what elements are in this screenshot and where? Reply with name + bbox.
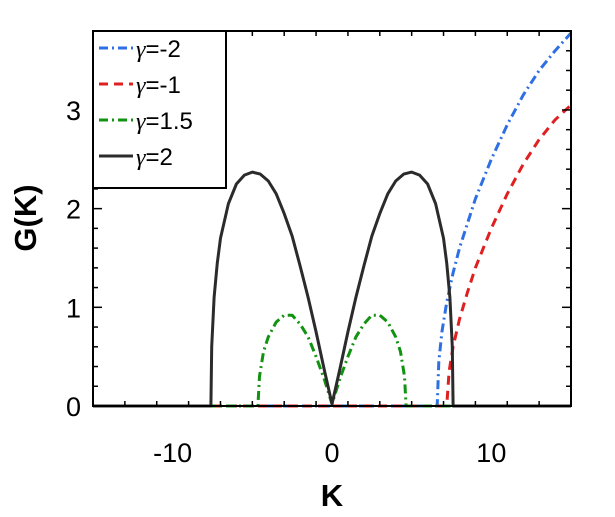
y-tick-label: 1 [66, 293, 81, 323]
x-axis-title: K [321, 478, 344, 513]
x-tick-labels: -10 0 10 [153, 438, 506, 468]
series-layer [93, 31, 573, 408]
legend-label: γ=-2 [136, 36, 181, 63]
series-line-0 [93, 31, 573, 408]
legend-label: γ=1.5 [136, 108, 193, 135]
series-line-1 [93, 103, 573, 408]
y-axis-title: G(K) [8, 184, 43, 251]
plot-area-frame [92, 30, 572, 407]
x-tick-label: -10 [153, 438, 192, 468]
legend-label: γ=2 [136, 144, 173, 171]
series-line-3 [93, 170, 571, 408]
y-tick-label: 0 [66, 392, 81, 422]
x-tick-label: 0 [324, 438, 339, 468]
legend: γ=-2 γ=-1 γ=1.5 γ=2 [92, 30, 227, 189]
y-tick-label: 2 [66, 195, 81, 225]
y-tick-labels: 0 1 2 3 [66, 96, 81, 422]
y-tick-label: 3 [66, 96, 81, 126]
legend-box [92, 30, 227, 189]
legend-label: γ=-1 [136, 72, 181, 99]
x-tick-label: 10 [476, 438, 506, 468]
